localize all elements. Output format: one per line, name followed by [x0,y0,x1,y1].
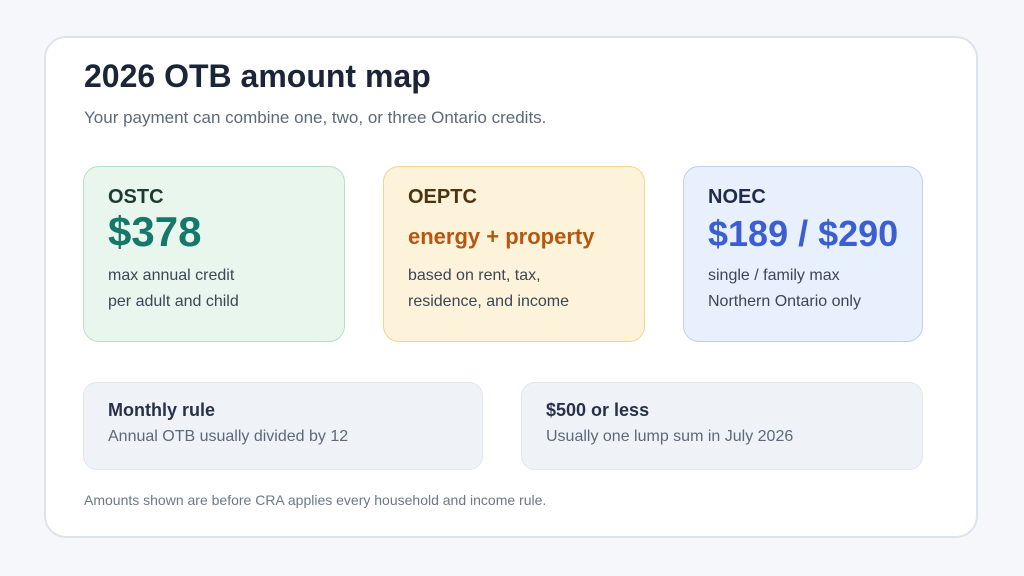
credit-name: OSTC [108,186,164,208]
rule-box-lump-sum: $500 or less Usually one lump sum in Jul… [521,382,923,470]
credit-value: $378 [108,208,202,255]
page-title: 2026 OTB amount map [84,58,431,94]
credit-description-line: based on rent, tax, [408,267,541,284]
credit-name: OEPTC [408,186,477,208]
credit-description: single / family max Northern Ontario onl… [708,263,898,315]
credit-description-line: single / family max [708,267,840,284]
rule-description: Usually one lump sum in July 2026 [546,428,794,445]
rule-description: Annual OTB usually divided by 12 [108,428,349,445]
credit-description: based on rent, tax, residence, and incom… [408,263,620,315]
page-subtitle: Your payment can combine one, two, or th… [84,108,547,127]
credit-description-line: residence, and income [408,293,569,310]
credit-description: max annual credit per adult and child [108,263,320,315]
credit-name: NOEC [708,186,766,208]
credit-value: $189 / $290 [708,213,899,254]
rule-title: Monthly rule [108,400,215,420]
otb-amount-map-card: 2026 OTB amount map Your payment can com… [44,36,978,538]
credit-description-line: max annual credit [108,267,235,284]
rule-title: $500 or less [546,400,650,420]
rule-box-monthly: Monthly rule Annual OTB usually divided … [83,382,483,470]
credit-tile-ostc: OSTC $378 max annual credit per adult an… [83,166,345,342]
footnote: Amounts shown are before CRA applies eve… [84,492,547,508]
credit-description-line: per adult and child [108,293,239,310]
credit-tile-noec: NOEC $189 / $290 single / family max Nor… [683,166,923,342]
credit-tile-oeptc: OEPTC energy + property based on rent, t… [383,166,645,342]
credit-description-line: Northern Ontario only [708,293,861,310]
credit-value: energy + property [408,224,595,249]
